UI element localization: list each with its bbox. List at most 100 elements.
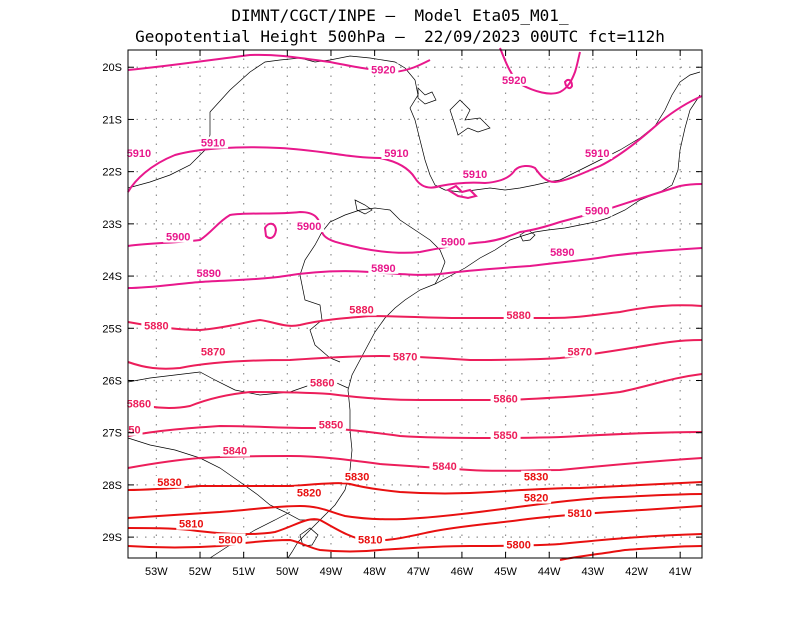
contour-label: 5890 (371, 263, 395, 275)
contour-label: 5830 (157, 477, 181, 489)
contour-label-bg (315, 418, 346, 431)
contour-label: 5890 (550, 247, 574, 259)
state-border-sp-pr (299, 207, 446, 285)
contour-5810 (127, 505, 703, 542)
contour-label: 5920 (502, 75, 526, 87)
coastline (287, 94, 701, 559)
lat-label: 26S (102, 375, 122, 387)
contour-label-bg (582, 204, 613, 217)
contour-label: 5810 (179, 519, 203, 531)
contour-label: 5810 (568, 508, 592, 520)
contour-5790 (559, 545, 703, 561)
contour-label: 5900 (166, 232, 190, 244)
contour-label: 5860 (127, 399, 151, 411)
state-border-west (299, 274, 341, 363)
lat-label: 24S (102, 271, 122, 283)
contour-label: 5830 (524, 472, 548, 484)
contour-5920-west (127, 53, 431, 74)
contour-label: 5920 (371, 64, 395, 76)
contour-label-bg (490, 428, 521, 441)
lake-2 (417, 87, 437, 105)
contour-label: 5860 (310, 378, 334, 390)
state-border-mg-es (559, 71, 701, 181)
contour-label: 5860 (493, 393, 517, 405)
state-border-south (209, 511, 291, 559)
contour-label-bg (499, 73, 530, 86)
lat-label: 20S (102, 62, 122, 74)
contour-loop-2 (445, 184, 478, 200)
lon-label: 48W (363, 566, 386, 578)
contour-label-bg (123, 397, 154, 410)
lat-label: 22S (102, 167, 122, 179)
contour-5890 (127, 247, 703, 289)
map-frame (127, 49, 703, 559)
contour-label-bg (547, 246, 578, 259)
contour-label-bg (460, 167, 491, 180)
contour-label-bg (163, 230, 194, 243)
contour-label: 5880 (506, 310, 530, 322)
contour-label: 5850 (319, 419, 343, 431)
lon-label: 52W (189, 566, 212, 578)
lon-label: 46W (451, 566, 474, 578)
contour-label: 5880 (349, 305, 373, 317)
contour-5840 (127, 454, 703, 472)
contour-5850 (127, 424, 703, 439)
contour-label: 5830 (345, 472, 369, 484)
lon-label: 45W (494, 566, 517, 578)
contour-label: 5870 (201, 346, 225, 358)
lon-label: 44W (538, 566, 561, 578)
contour-label: 5900 (441, 237, 465, 249)
lat-label: 28S (102, 480, 122, 492)
contour-label: 5820 (297, 487, 321, 499)
contour-label-bg (294, 220, 325, 233)
contour-label-bg (490, 392, 521, 405)
contour-label-bg (219, 444, 250, 457)
contour-label-bg (368, 261, 399, 274)
lake-1 (449, 99, 491, 136)
lat-label: 25S (102, 323, 122, 335)
lat-label: 27S (102, 428, 122, 440)
lat-label: 29S (102, 532, 122, 544)
contour-label: 5800 (506, 540, 530, 552)
contour-label-bg (215, 533, 246, 546)
contour-label-bg (342, 470, 373, 483)
lon-label: 53W (145, 566, 168, 578)
lon-label: 51W (232, 566, 255, 578)
contour-label: 5810 (358, 534, 382, 546)
contour-label-bg (193, 267, 224, 280)
lon-label: 49W (320, 566, 343, 578)
contour-5830 (127, 481, 703, 495)
contour-5910 (127, 95, 703, 193)
contour-label: 5900 (297, 221, 321, 233)
contour-label: 5910 (127, 148, 151, 160)
contour-label-bg (176, 517, 207, 530)
contour-label-bg (355, 533, 386, 546)
contour-label-bg (582, 146, 613, 159)
contour-label-bg (368, 63, 399, 76)
contour-loop-1 (263, 222, 278, 239)
contour-labels: 5920 5920 5910 5910 5910 5910 5910 5900 5900 5900… (123, 63, 613, 552)
contour-5820 (127, 493, 703, 521)
title-line-1: DIMNT/CGCT/INPE – Model Eta05_M01_ (231, 6, 569, 25)
lake-3 (354, 199, 373, 215)
contour-5900 (127, 183, 703, 254)
contour-label: 5910 (585, 148, 609, 160)
contour-label: 5880 (144, 320, 168, 332)
contour-label: 5870 (393, 352, 417, 364)
state-border-ms-pr (127, 112, 211, 189)
contour-label-bg (154, 475, 185, 488)
contour-label-bg (198, 345, 229, 358)
contour-5800 (127, 533, 703, 553)
contour-5860 (127, 373, 703, 410)
title-line-2: Geopotential Height 500hPa – 22/09/2023 … (135, 27, 665, 46)
contour-label-bg (381, 146, 412, 159)
contour-label-bg (141, 319, 172, 332)
lon-label: 42W (625, 566, 648, 578)
contour-label: 5910 (463, 169, 487, 181)
gridlines (128, 50, 702, 558)
contour-label-bg (521, 470, 552, 483)
contour-label-bg (503, 308, 534, 321)
lon-label: 50W (276, 566, 299, 578)
